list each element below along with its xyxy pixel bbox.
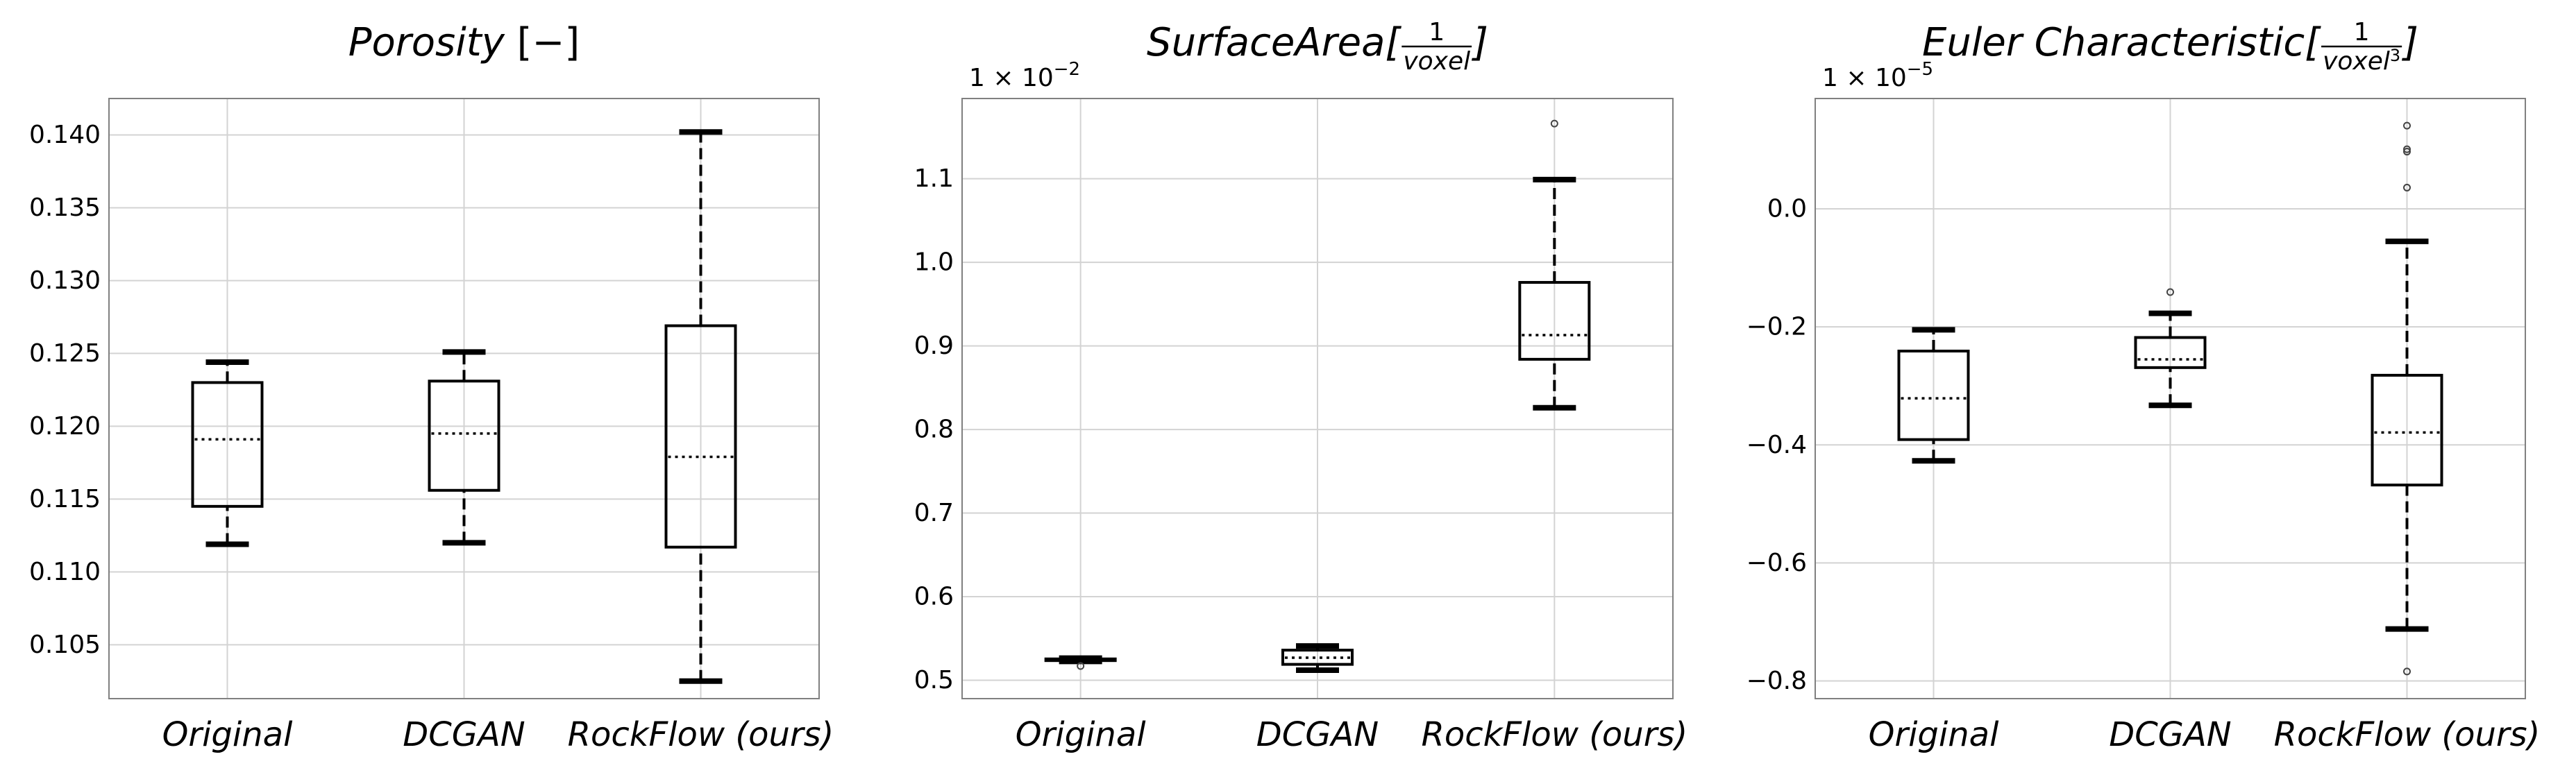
y-tick-label: −0.6 (1746, 549, 1807, 577)
y-tick-label: 0.130 (29, 266, 101, 295)
axis-multiplier: 1 × 10−5 (1822, 59, 1933, 92)
y-tick-label: 0.7 (914, 499, 954, 527)
title-bracket-open: [ (2305, 20, 2321, 65)
x-category-label: RockFlow (ours) (568, 715, 834, 754)
y-tick-label: −0.4 (1746, 431, 1807, 459)
multiplier-base: 1 × 10 (1822, 64, 1907, 92)
flier-point (2403, 183, 2411, 191)
box-iqr (2134, 336, 2207, 369)
title-bracket-close: ] (1471, 20, 1488, 65)
y-tick-label: 0.105 (29, 631, 101, 659)
title-fraction-numerator: 1 (1429, 18, 1445, 46)
y-tick-label: −0.2 (1746, 313, 1807, 341)
x-category-label: Original (1016, 715, 1146, 754)
y-tick-label: 0.110 (29, 558, 101, 586)
x-category-label: DCGAN (403, 715, 525, 754)
title-bracket-open: [ (1385, 20, 1401, 65)
box-iqr (664, 324, 737, 549)
y-tick-label: −0.8 (1746, 667, 1807, 695)
x-category-label: Original (1869, 715, 1999, 754)
panel-title: Porosity [−] (348, 20, 580, 65)
x-category-label: RockFlow (ours) (2274, 715, 2541, 754)
x-category-label: Original (162, 715, 293, 754)
flier-point (2403, 145, 2411, 153)
flier-point (2166, 288, 2174, 296)
box-iqr (2371, 373, 2443, 487)
title-unit: [−] (505, 20, 580, 65)
x-category-label: DCGAN (1256, 715, 1379, 754)
title-bracket-close: ] (2401, 20, 2418, 65)
title-fraction-numerator: 1 (2354, 18, 2370, 46)
multiplier-exponent: −5 (1907, 59, 1933, 80)
box-dcgan (2134, 288, 2207, 409)
plot-frame (961, 98, 1674, 699)
chart-panel-0: 0.105 0.110 0.115 0.120 0.125 0.130 0.135 0.140… (29, 20, 834, 754)
denominator-text: voxel (1403, 47, 1470, 76)
box-iqr (428, 379, 500, 492)
title-name: Porosity (348, 20, 505, 65)
y-tick-label: 0.8 (914, 416, 954, 444)
flier-point (2403, 148, 2411, 156)
y-tick-label: 0.135 (29, 194, 101, 222)
multiplier-exponent: −2 (1054, 59, 1080, 80)
flier-point (2403, 667, 2411, 676)
panel-title: Euler Characteristic [voxel3] 1 (1922, 18, 2418, 76)
flier-point (2403, 121, 2411, 130)
plot-frame (108, 98, 820, 699)
title-fraction-denominator: voxel (1403, 47, 1470, 76)
box-iqr (191, 381, 264, 508)
chart-panel-1: 0.5 0.6 0.7 0.8 0.9 1.0 1.1 Original DCGAN RockFl… (914, 18, 1687, 754)
box-original (1897, 327, 1970, 464)
y-tick-label: 1.1 (914, 164, 954, 193)
plot-frame (1815, 98, 2526, 699)
box-dcgan (1281, 643, 1354, 674)
axis-multiplier: 1 × 10−2 (969, 59, 1080, 92)
y-tick-label: 0.115 (29, 485, 101, 513)
y-tick-label: 0.140 (29, 121, 101, 149)
y-tick-label: 0.9 (914, 332, 954, 360)
box-iqr (1518, 281, 1591, 361)
denominator-exponent: 3 (2390, 46, 2400, 65)
x-category-label: DCGAN (2109, 715, 2231, 754)
denominator-text: voxel (2323, 47, 2390, 76)
x-category-label: RockFlow (ours) (1421, 715, 1687, 754)
y-tick-label: 0.125 (29, 339, 101, 368)
multiplier-base: 1 × 10 (969, 64, 1054, 92)
y-tick-label: 1.0 (914, 248, 954, 277)
y-tick-label: 0.6 (914, 583, 954, 611)
flier-point (1550, 119, 1558, 128)
box-iqr (1897, 350, 1970, 441)
y-tick-label: 0.0 (1767, 195, 1807, 223)
box-dcgan (428, 349, 500, 546)
panel-title: SurfaceArea [voxel] 1 (1147, 18, 1488, 76)
box-original (1044, 655, 1117, 670)
chart-panel-2: −0.8 −0.6 −0.4 −0.2 0.0 Original DCGAN RockFlow… (1746, 18, 2541, 754)
y-tick-label: 0.5 (914, 666, 954, 694)
box-rockflow-ours (1518, 119, 1591, 411)
title-name: SurfaceArea (1147, 20, 1385, 65)
title-name: Euler Characteristic (1922, 20, 2305, 65)
box-iqr (1281, 649, 1354, 666)
flier-point (1077, 662, 1085, 670)
title-fraction-denominator: voxel3 (2323, 46, 2400, 76)
box-rockflow-ours (2371, 121, 2443, 676)
box-iqr (1044, 657, 1117, 663)
y-tick-label: 0.120 (29, 412, 101, 441)
box-original (191, 359, 264, 547)
box-rockflow-ours (664, 129, 737, 684)
